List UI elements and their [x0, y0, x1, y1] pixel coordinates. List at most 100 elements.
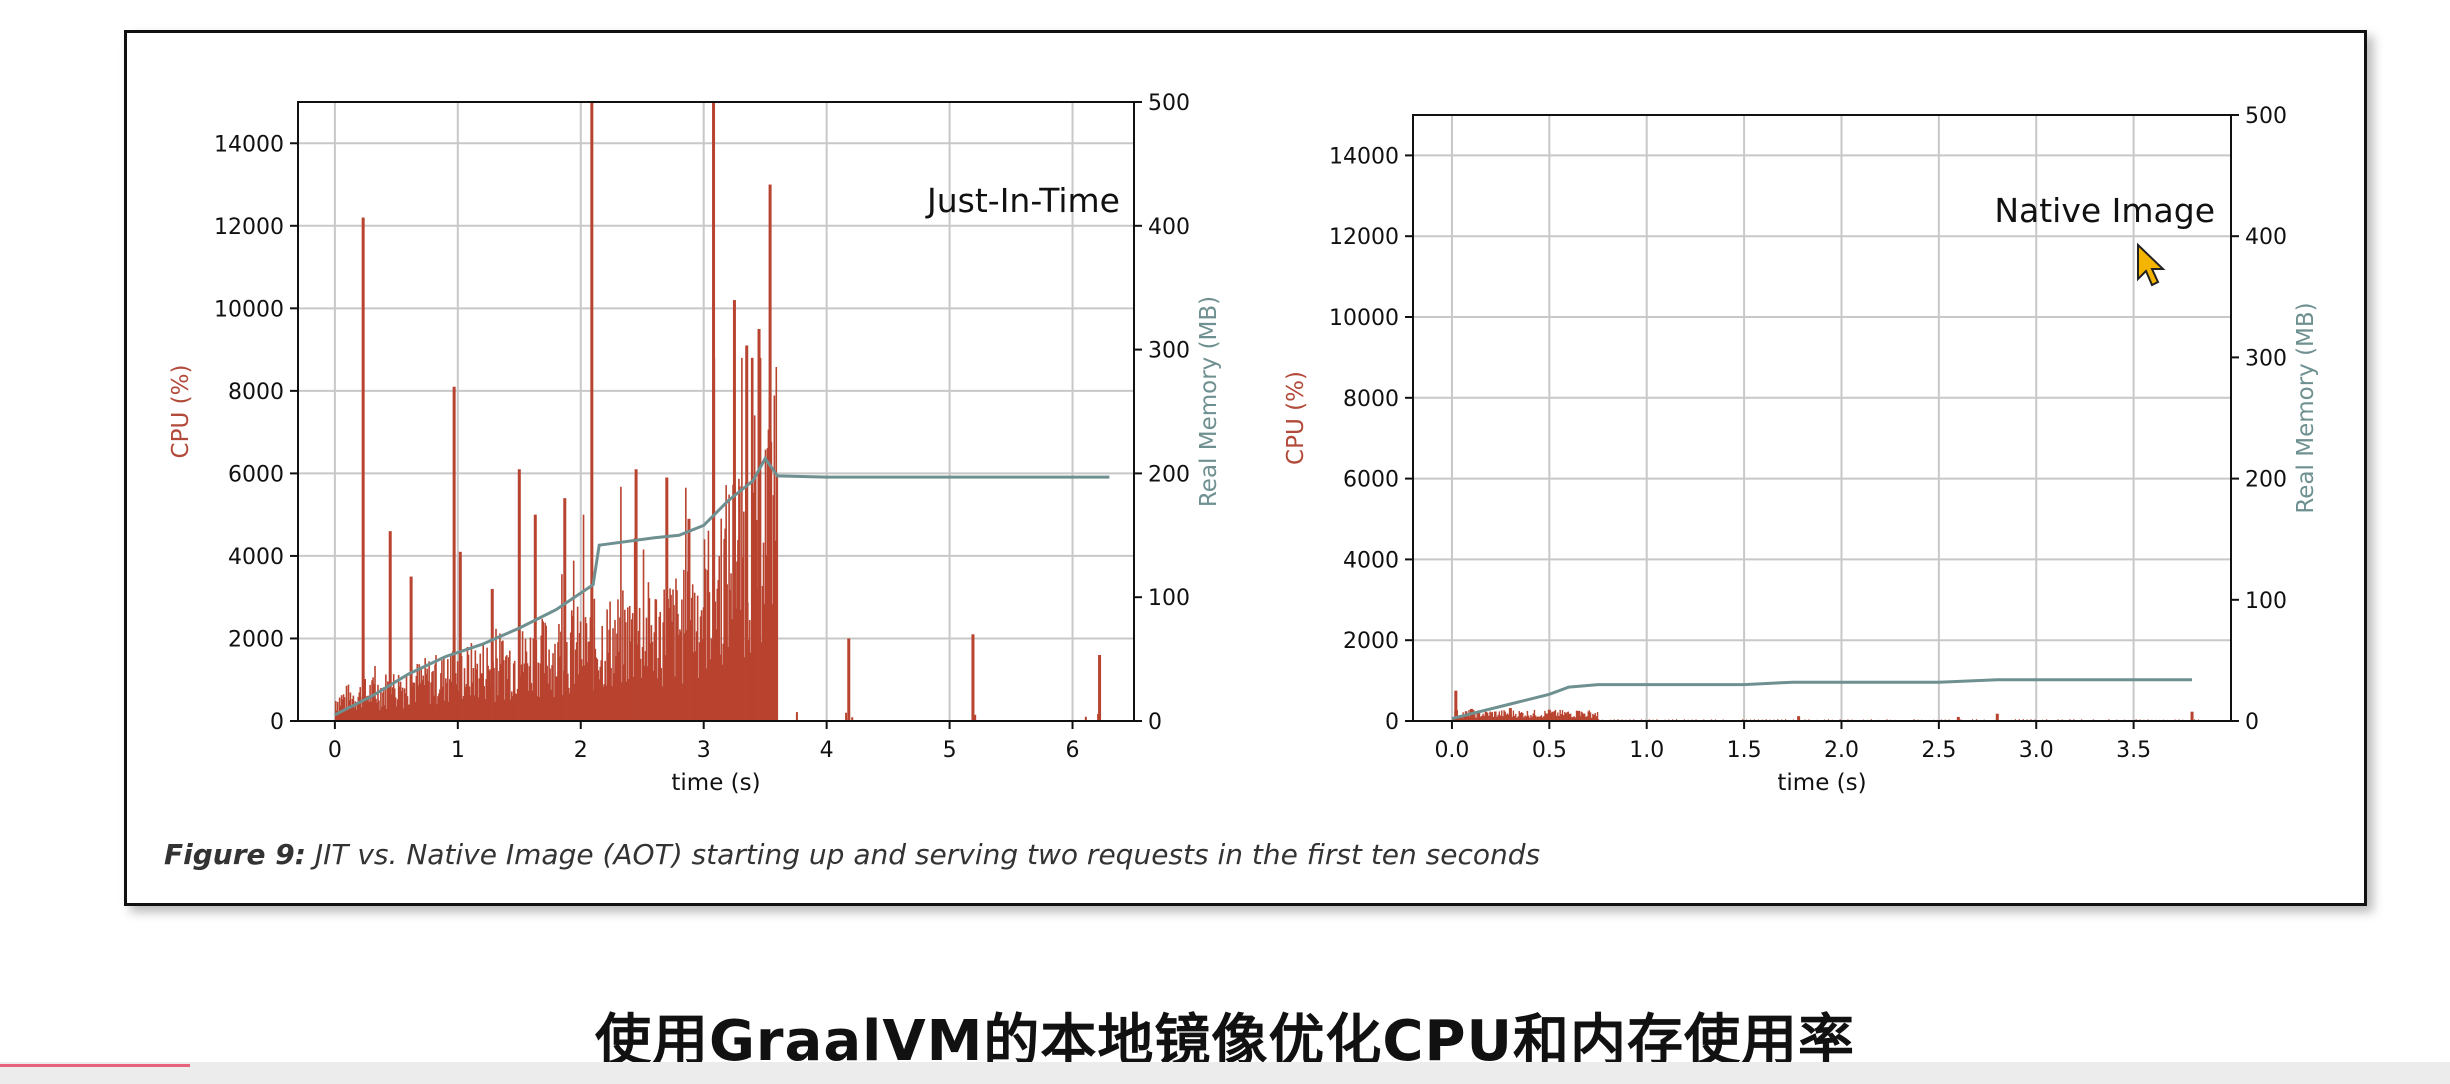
cpu-spike	[768, 184, 772, 722]
cpu-bar	[414, 702, 417, 721]
cpu-bar	[1533, 709, 1536, 721]
cpu-bar	[480, 673, 483, 721]
cpu-bar	[457, 690, 460, 721]
cpu-bar	[1551, 711, 1553, 721]
cpu-bar	[710, 638, 713, 721]
cpu-bar	[383, 687, 385, 721]
cpu-bar	[754, 476, 757, 721]
cpu-spike	[409, 576, 413, 721]
cpu-bar	[614, 619, 616, 721]
cpu-bar	[505, 656, 507, 721]
cpu-bar	[500, 664, 502, 721]
cpu-bar	[1490, 712, 1492, 721]
video-progress-fill[interactable]	[0, 1064, 190, 1067]
cpu-bar	[639, 658, 642, 721]
cpu-bar	[1502, 716, 1504, 721]
cpu-bar	[1496, 716, 1498, 721]
cpu-bar	[547, 683, 549, 721]
y-tick-label: 4000	[228, 545, 284, 570]
cpu-bar	[405, 675, 408, 721]
cpu-bar	[776, 476, 779, 721]
cpu-bar	[621, 682, 623, 721]
cpu-bar	[431, 672, 433, 721]
cpu-bar	[528, 666, 531, 721]
cpu-bar	[497, 695, 499, 721]
y-tick-label: 8000	[1343, 387, 1399, 412]
cpu-bar	[763, 603, 766, 721]
cpu-bar	[357, 696, 360, 721]
cpu-bar	[509, 699, 512, 721]
cpu-bar	[692, 652, 695, 721]
cpu-bar	[1593, 714, 1595, 721]
cpu-bar	[580, 659, 583, 721]
cpu-bar	[1492, 716, 1495, 721]
cpu-bar	[1497, 714, 1499, 721]
cpu-bar	[1582, 713, 1585, 721]
cpu-bar	[570, 610, 573, 721]
cpu-bar	[1478, 711, 1481, 721]
cpu-bar	[587, 641, 590, 721]
cpu-bar	[399, 681, 402, 721]
cpu-bar	[697, 677, 700, 721]
cpu-bar	[738, 478, 740, 721]
cpu-bar	[1463, 715, 1466, 721]
y-tick-label: 6000	[228, 462, 284, 487]
cpu-bar	[572, 560, 575, 721]
cpu-bar	[354, 701, 357, 721]
cpu-bar	[514, 693, 517, 721]
cpu-bar	[515, 693, 518, 721]
cpu-bar	[426, 668, 428, 721]
cpu-spike	[2190, 711, 2194, 721]
cpu-bar	[608, 629, 610, 721]
cpu-bar	[395, 706, 398, 721]
video-progress-track[interactable]	[0, 1062, 2450, 1084]
cpu-bar	[649, 643, 652, 721]
cpu-bar	[396, 699, 399, 721]
cpu-bar	[545, 625, 547, 721]
cpu-bar	[664, 655, 666, 721]
cpu-bar	[851, 717, 854, 721]
cpu-bar	[1484, 710, 1487, 721]
cpu-bar	[557, 642, 559, 721]
cpu-bar	[498, 671, 500, 721]
cpu-bar	[619, 617, 621, 721]
cpu-bar	[747, 639, 750, 721]
cpu-bar	[723, 539, 725, 721]
cpu-spike	[458, 551, 462, 721]
x-tick-label: 0.0	[1434, 738, 1469, 763]
cpu-bar	[592, 690, 595, 721]
cpu-bar	[436, 704, 438, 721]
cpu-bar	[386, 708, 388, 721]
cpu-bar	[610, 667, 612, 721]
cpu-bar	[679, 629, 681, 721]
cpu-bar	[1491, 711, 1494, 721]
cpu-bar	[708, 592, 711, 721]
cpu-bar	[727, 646, 729, 721]
cpu-bar	[524, 638, 527, 721]
cpu-bar	[520, 664, 523, 721]
y-tick-label: 12000	[1329, 225, 1399, 250]
cpu-bar	[623, 664, 625, 721]
cpu-bar	[1512, 710, 1515, 721]
cpu-bar	[408, 704, 411, 721]
cpu-bar	[435, 655, 437, 721]
cpu-bar	[761, 585, 764, 721]
cpu-spike	[1547, 709, 1551, 721]
y-tick-label: 12000	[214, 215, 284, 240]
cpu-bar	[602, 686, 605, 721]
cpu-bar	[539, 663, 542, 721]
cpu-bar	[442, 686, 444, 721]
cpu-bar	[475, 669, 478, 721]
cpu-bar	[700, 610, 703, 721]
cpu-bar	[461, 698, 464, 721]
cpu-bar	[637, 630, 640, 721]
cpu-bar	[615, 656, 617, 721]
cpu-bar	[380, 687, 382, 721]
cpu-bar	[1585, 716, 1587, 721]
cpu-bar	[690, 597, 693, 721]
cpu-bar	[1504, 711, 1506, 721]
cpu-bar	[1584, 713, 1586, 721]
cpu-bar	[372, 677, 374, 721]
cpu-bar	[1520, 712, 1523, 721]
cpu-bar	[1532, 713, 1534, 721]
